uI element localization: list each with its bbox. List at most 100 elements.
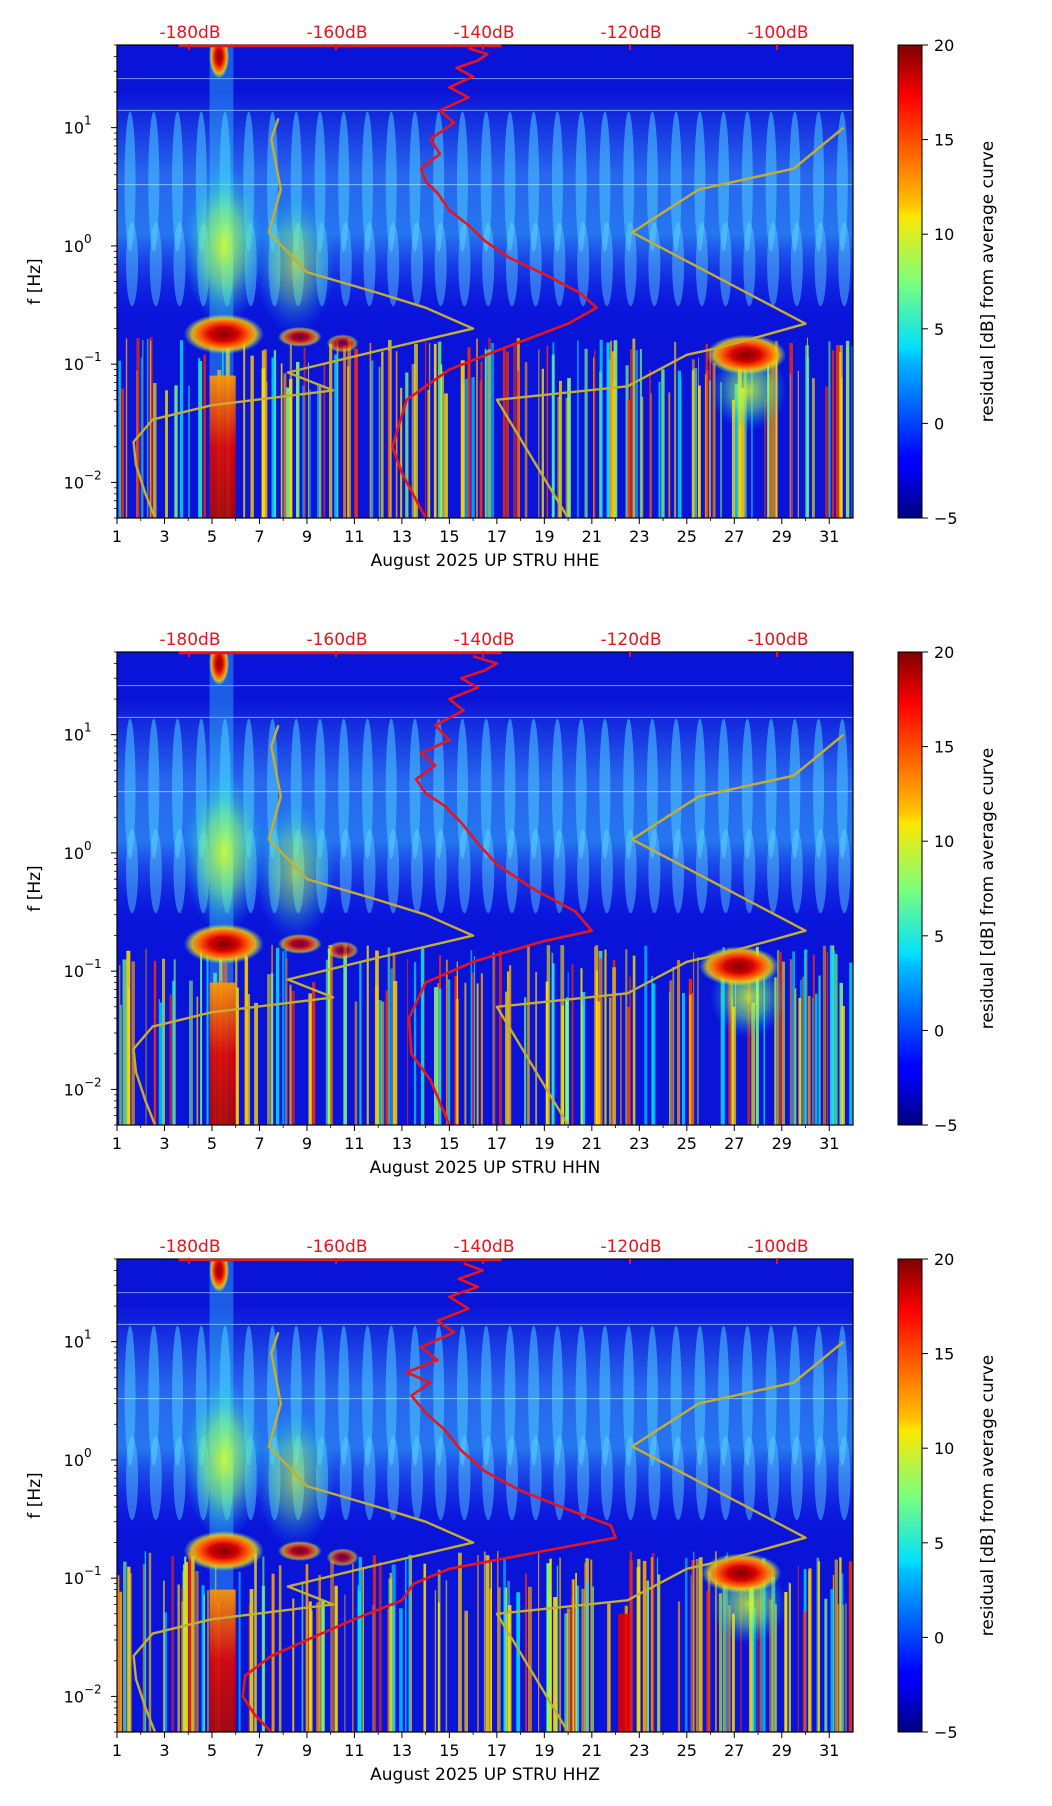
x-tick-label: 1 (112, 527, 122, 546)
x-tick-label: 9 (302, 1134, 312, 1153)
colorbar: 20 15 10 5 0 −5 residual [dB] from average cur… (897, 643, 998, 1135)
db-scale-label: -180dB (159, 23, 220, 43)
x-tick-label: 25 (677, 1134, 697, 1153)
colorbar-tick-label: 0 (934, 1021, 944, 1040)
x-tick-label: 27 (724, 1134, 744, 1153)
x-tick-label: 15 (439, 527, 459, 546)
x-tick-label: 19 (534, 527, 554, 546)
x-tick-label: 21 (582, 1741, 602, 1760)
db-scale-label: -180dB (159, 1237, 220, 1257)
y-tick-label-exponent: −1 (84, 1564, 102, 1578)
x-tick-label: 1 (112, 1134, 122, 1153)
x-axis-label: August 2025 UP STRU HHN (370, 1158, 601, 1178)
y-tick-label-base: 10 (64, 237, 84, 256)
x-tick-label: 11 (344, 1741, 364, 1760)
colorbar-tick-label: 0 (934, 1628, 944, 1647)
colorbar-tick-label: 20 (934, 643, 954, 662)
colorbar-tick-label: −5 (934, 509, 958, 528)
db-scale-label: -120dB (600, 630, 661, 650)
x-tick-label: 5 (207, 1741, 217, 1760)
db-scale-label: -120dB (600, 23, 661, 43)
x-tick-label: 17 (487, 527, 507, 546)
x-tick-label: 9 (302, 527, 312, 546)
colorbar: 20 15 10 5 0 −5 residual [dB] from average cur… (897, 1250, 998, 1742)
colorbar-tick-label: −5 (934, 1723, 958, 1742)
y-tick-label-exponent: −1 (84, 957, 102, 971)
y-tick-label-exponent: 0 (84, 232, 92, 246)
colorbar-gradient (897, 1258, 923, 1733)
x-tick-label: 7 (254, 1741, 264, 1760)
series-line-2 (132, 117, 475, 518)
colorbar-tick-label: 20 (934, 36, 954, 55)
y-axis-label: f [Hz] (25, 865, 45, 911)
colorbar-tick-label: 15 (934, 738, 954, 757)
x-tick-label: 31 (819, 1741, 839, 1760)
colorbar: 20 15 10 5 0 −5 residual [dB] from average cur… (897, 36, 998, 528)
x-tick-label: 7 (254, 1134, 264, 1153)
x-tick-label: 29 (772, 527, 792, 546)
series-line-2 (132, 724, 475, 1125)
db-scale-label: -140dB (453, 1237, 514, 1257)
x-tick-label: 21 (582, 1134, 602, 1153)
spectrogram-image (117, 45, 853, 518)
db-scale-label: -100dB (747, 630, 808, 650)
x-tick-label: 27 (724, 1741, 744, 1760)
x-tick-label: 19 (534, 1741, 554, 1760)
y-tick-label-base: 10 (64, 726, 84, 745)
series-line-2 (132, 1331, 475, 1732)
x-tick-label: 13 (392, 527, 412, 546)
colorbar-tick-label: 20 (934, 1250, 954, 1269)
y-tick-label-base: 10 (64, 119, 84, 138)
colorbar-tick-label: 0 (934, 414, 944, 433)
x-tick-label: 29 (772, 1741, 792, 1760)
y-tick-label-base: 10 (64, 1451, 84, 1470)
colorbar-gradient (897, 44, 923, 519)
x-tick-label: 17 (487, 1134, 507, 1153)
db-scale-label: -160dB (306, 630, 367, 650)
db-scale-label: -160dB (306, 23, 367, 43)
x-tick-label: 5 (207, 527, 217, 546)
y-tick-label-exponent: −2 (84, 468, 102, 482)
x-tick-label: 23 (629, 1134, 649, 1153)
series-line-3 (495, 1340, 845, 1732)
x-tick-label: 21 (582, 527, 602, 546)
x-tick-label: 23 (629, 1741, 649, 1760)
colorbar-tick-label: 10 (934, 832, 954, 851)
spectrogram-image (117, 1259, 853, 1732)
x-tick-label: 11 (344, 527, 364, 546)
x-tick-label: 13 (392, 1134, 412, 1153)
colorbar-tick-label: 15 (934, 131, 954, 150)
x-tick-label: 25 (677, 527, 697, 546)
x-tick-label: 19 (534, 1134, 554, 1153)
colorbar-tick-label: 5 (934, 927, 944, 946)
x-tick-label: 13 (392, 1741, 412, 1760)
x-tick-label: 27 (724, 527, 744, 546)
y-tick-label-exponent: 0 (84, 839, 92, 853)
x-tick-label: 3 (159, 1134, 169, 1153)
x-tick-label: 5 (207, 1134, 217, 1153)
y-tick-label-exponent: 1 (84, 721, 92, 735)
colorbar-tick-label: 5 (934, 1534, 944, 1553)
y-tick-label-exponent: −2 (84, 1075, 102, 1089)
db-scale-label: -100dB (747, 23, 808, 43)
db-scale-label: -120dB (600, 1237, 661, 1257)
x-tick-label: 9 (302, 1741, 312, 1760)
db-scale-label: -140dB (453, 630, 514, 650)
y-axis-label: f [Hz] (25, 1472, 45, 1518)
db-scale-label: -160dB (306, 1237, 367, 1257)
colorbar-label: residual [dB] from average curve (978, 141, 998, 422)
db-scale-label: -140dB (453, 23, 514, 43)
colorbar-tick-label: 10 (934, 1439, 954, 1458)
db-scale-label: -180dB (159, 630, 220, 650)
y-tick-label-exponent: 0 (84, 1446, 92, 1460)
spectrogram-image (117, 652, 853, 1125)
y-tick-label-base: 10 (64, 844, 84, 863)
y-tick-label-exponent: −2 (84, 1682, 102, 1696)
series-line-3 (495, 126, 845, 518)
x-tick-label: 3 (159, 1741, 169, 1760)
colorbar-tick-label: 10 (934, 225, 954, 244)
y-axis-label: f [Hz] (25, 258, 45, 304)
colorbar-gradient (897, 651, 923, 1126)
